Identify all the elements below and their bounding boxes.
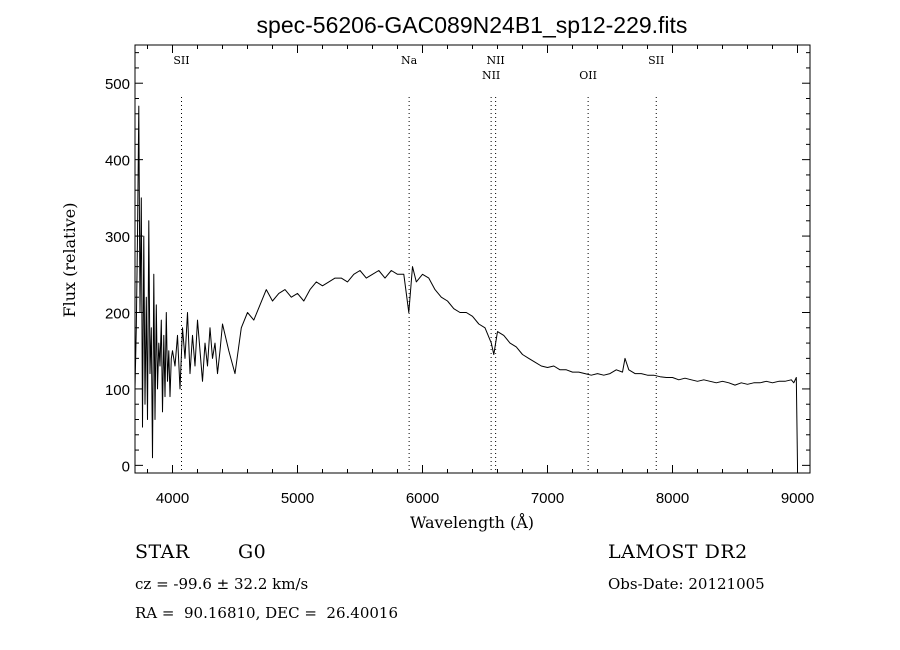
annotation-label: Na bbox=[401, 54, 418, 67]
y-tick-label: 0 bbox=[122, 458, 130, 475]
annotation-label: NII bbox=[486, 54, 504, 67]
redshift-text: cz = -99.6 ± 32.2 km/s bbox=[135, 575, 309, 593]
y-tick-label: 400 bbox=[105, 153, 130, 170]
chart-title: spec-56206-GAC089N24B1_sp12-229.fits bbox=[257, 12, 688, 38]
x-axis-ticks: 4000 5000 6000 7000 8000 9000 bbox=[147, 45, 814, 507]
x-tick-label: 9000 bbox=[781, 490, 814, 507]
annotation-label: SII bbox=[648, 54, 664, 67]
survey-name: LAMOST DR2 bbox=[608, 541, 748, 563]
y-axis-label: Flux (relative) bbox=[60, 203, 79, 318]
line-annotations: SII Na NII NII OII SII bbox=[173, 54, 664, 473]
annotation-label: OII bbox=[579, 69, 597, 82]
y-tick-label: 500 bbox=[105, 76, 130, 93]
spectrum-series bbox=[134, 105, 798, 466]
x-tick-label: 8000 bbox=[656, 490, 689, 507]
y-tick-label: 300 bbox=[105, 229, 130, 246]
y-tick-label: 200 bbox=[105, 306, 130, 323]
y-axis-ticks: 0 100 200 300 400 500 bbox=[105, 52, 810, 475]
plot-frame bbox=[134, 44, 811, 474]
x-tick-label: 7000 bbox=[531, 490, 564, 507]
annotation-label: SII bbox=[173, 54, 189, 67]
x-tick-label: 6000 bbox=[406, 490, 439, 507]
annotation-label: NII bbox=[482, 69, 500, 82]
coordinates-text: RA = 90.16810, DEC = 26.40016 bbox=[135, 604, 399, 622]
obs-date-text: Obs-Date: 20121005 bbox=[608, 575, 765, 593]
x-axis-label: Wavelength (Å) bbox=[410, 512, 534, 532]
x-tick-label: 4000 bbox=[156, 490, 189, 507]
y-tick-label: 100 bbox=[105, 382, 130, 399]
spectrum-line bbox=[134, 105, 798, 466]
x-tick-label: 5000 bbox=[281, 490, 314, 507]
object-type: STAR bbox=[135, 541, 190, 563]
spectral-subclass: G0 bbox=[238, 541, 267, 563]
